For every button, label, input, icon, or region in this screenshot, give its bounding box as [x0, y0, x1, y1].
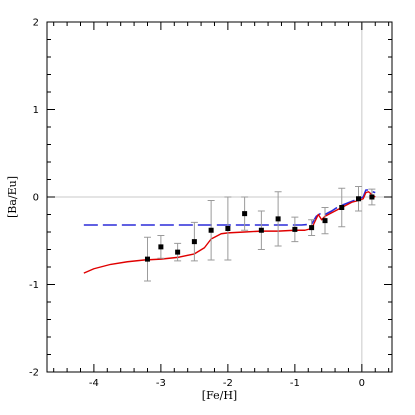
data-point	[356, 196, 362, 202]
blue-dashed-curve	[83, 189, 376, 226]
data-point	[144, 256, 150, 262]
x-axis-title: [Fe/H]	[202, 389, 237, 402]
data-point	[175, 249, 181, 255]
reference-lines	[47, 22, 392, 372]
x-tick-label: -1	[290, 378, 300, 389]
data-point	[309, 225, 315, 231]
x-tick-label: 0	[359, 378, 365, 389]
x-tick-label: -3	[156, 378, 166, 389]
data-point	[292, 226, 298, 232]
data-points	[143, 186, 376, 282]
x-tick-label: -2	[223, 378, 233, 389]
data-point	[208, 227, 214, 233]
red-solid-curve	[83, 191, 376, 274]
data-point	[225, 226, 231, 231]
data-point	[191, 239, 197, 245]
data-point	[275, 216, 281, 222]
data-point	[322, 218, 328, 224]
model-curves	[83, 189, 376, 274]
y-tick-label: -1	[29, 280, 39, 291]
data-point	[339, 205, 345, 210]
y-tick-label: 0	[33, 193, 39, 204]
data-point	[158, 244, 164, 250]
data-point	[242, 211, 248, 217]
y-tick-label: -2	[29, 368, 39, 379]
y-tick-label: 2	[33, 18, 39, 29]
y-tick-label: 1	[33, 105, 39, 116]
data-point	[258, 227, 264, 233]
data-point	[369, 194, 375, 200]
x-tick-label: -4	[89, 378, 99, 389]
axis-ticks	[47, 21, 392, 373]
tick-labels: -4 -3 -2 -1 0 -2 -1 0 1 2	[29, 18, 365, 390]
y-axis-title: [Ba/Eu]	[6, 176, 19, 218]
